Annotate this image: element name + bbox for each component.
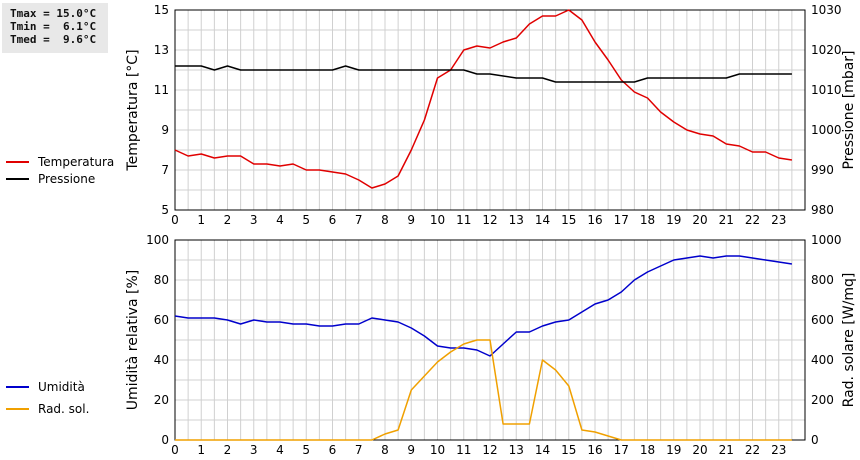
humidity-radiation-x-tick-label: 9 bbox=[407, 443, 415, 457]
humidity-radiation-y-left-tick-label: 60 bbox=[154, 313, 169, 327]
humidity-radiation-x-tick-label: 12 bbox=[482, 443, 497, 457]
humidity-radiation-x-tick-label: 8 bbox=[381, 443, 389, 457]
temperatura-legend-label: Temperatura bbox=[37, 155, 114, 169]
humidity-radiation-y-right-tick-label: 1000 bbox=[811, 233, 842, 247]
humidity-radiation-x-tick-label: 21 bbox=[719, 443, 734, 457]
humidity-radiation-x-tick-label: 1 bbox=[197, 443, 205, 457]
temp-pressure-x-tick-label: 18 bbox=[640, 213, 655, 227]
humidity-radiation-x-tick-label: 5 bbox=[302, 443, 310, 457]
humidity-radiation-x-tick-label: 13 bbox=[509, 443, 524, 457]
temp-pressure-y-left-tick-label: 13 bbox=[154, 43, 169, 57]
temp-pressure-x-tick-label: 9 bbox=[407, 213, 415, 227]
temp-pressure-x-tick-label: 11 bbox=[456, 213, 471, 227]
humidity-radiation-x-tick-label: 7 bbox=[355, 443, 363, 457]
rad-sol-series-line bbox=[175, 339, 792, 441]
humidity-radiation-y-right-tick-label: 0 bbox=[811, 433, 819, 447]
tmed-text: Tmed = 9.6°C bbox=[10, 33, 97, 46]
humidity-radiation-y-right-tick-label: 200 bbox=[811, 393, 834, 407]
temp-pressure-x-tick-label: 2 bbox=[224, 213, 232, 227]
temp-pressure-y-left-tick-label: 7 bbox=[161, 163, 169, 177]
temp-pressure-x-tick-label: 1 bbox=[197, 213, 205, 227]
temp-pressure-x-tick-label: 13 bbox=[509, 213, 524, 227]
humidity-radiation-x-tick-label: 3 bbox=[250, 443, 258, 457]
humidity-radiation-y-right-label: Rad. solare [W/mq] bbox=[841, 273, 857, 408]
temp-pressure-y-left-tick-label: 11 bbox=[154, 83, 169, 97]
temp-pressure-y-right-tick-label: 1020 bbox=[811, 43, 842, 57]
humidity-radiation-x-tick-label: 15 bbox=[561, 443, 576, 457]
pressione-legend-label: Pressione bbox=[38, 172, 95, 186]
humidity-radiation-y-right-tick-label: 600 bbox=[811, 313, 834, 327]
temp-pressure-x-tick-label: 23 bbox=[771, 213, 786, 227]
humidity-radiation-x-tick-label: 11 bbox=[456, 443, 471, 457]
rad-sol-legend-label: Rad. sol. bbox=[38, 402, 89, 416]
temp-pressure-y-left-tick-label: 9 bbox=[161, 123, 169, 137]
temperatura-series-line bbox=[174, 9, 793, 189]
temp-pressure-x-tick-label: 15 bbox=[561, 213, 576, 227]
temp-pressure-x-tick-label: 6 bbox=[329, 213, 337, 227]
temp-pressure-x-tick-label: 7 bbox=[355, 213, 363, 227]
humidity-radiation-x-tick-label: 20 bbox=[692, 443, 707, 457]
temp-pressure-y-right-tick-label: 990 bbox=[811, 163, 834, 177]
temp-pressure-x-tick-label: 19 bbox=[666, 213, 681, 227]
humidity-radiation-y-left-label: Umidità relativa [%] bbox=[125, 270, 141, 411]
temp-pressure-y-left-tick-label: 15 bbox=[154, 3, 169, 17]
umidit-legend-label: Umidità bbox=[38, 380, 85, 394]
humidity-radiation-x-tick-label: 23 bbox=[771, 443, 786, 457]
humidity-radiation-y-left-tick-label: 0 bbox=[161, 433, 169, 447]
humidity-radiation-x-tick-label: 17 bbox=[614, 443, 629, 457]
temp-pressure-x-tick-label: 22 bbox=[745, 213, 760, 227]
temp-pressure-x-tick-label: 17 bbox=[614, 213, 629, 227]
humidity-radiation-x-tick-label: 19 bbox=[666, 443, 681, 457]
temp-pressure-x-tick-label: 4 bbox=[276, 213, 284, 227]
humidity-radiation-x-tick-label: 22 bbox=[745, 443, 760, 457]
temp-pressure-x-tick-label: 20 bbox=[692, 213, 707, 227]
humidity-radiation-x-tick-label: 6 bbox=[329, 443, 337, 457]
temp-pressure-x-tick-label: 3 bbox=[250, 213, 258, 227]
humidity-radiation-x-tick-label: 16 bbox=[587, 443, 602, 457]
temp-pressure-y-right-tick-label: 1010 bbox=[811, 83, 842, 97]
temp-pressure-frame bbox=[174, 9, 806, 211]
humidity-radiation-x-tick-label: 0 bbox=[171, 443, 179, 457]
temp-pressure-x-tick-label: 14 bbox=[535, 213, 550, 227]
humidity-radiation-frame bbox=[174, 239, 806, 441]
temp-pressure-x-tick-label: 12 bbox=[482, 213, 497, 227]
humidity-radiation-x-tick-label: 14 bbox=[535, 443, 550, 457]
humidity-radiation-y-right-tick-label: 400 bbox=[811, 353, 834, 367]
humidity-radiation-y-left-tick-label: 100 bbox=[146, 233, 169, 247]
stats-box: Tmax = 15.0°C Tmin = 6.1°C Tmed = 9.6°C bbox=[2, 3, 108, 53]
temp-pressure-y-left-tick-label: 5 bbox=[161, 203, 169, 217]
temp-pressure-x-tick-label: 5 bbox=[302, 213, 310, 227]
humidity-radiation-y-left-tick-label: 40 bbox=[154, 353, 169, 367]
humidity-radiation-x-tick-label: 18 bbox=[640, 443, 655, 457]
temp-pressure-y-right-label: Pressione [mbar] bbox=[841, 50, 857, 169]
temp-pressure-y-right-tick-label: 1030 bbox=[811, 3, 842, 17]
temp-pressure-x-tick-label: 8 bbox=[381, 213, 389, 227]
tmax-text: Tmax = 15.0°C bbox=[10, 7, 97, 20]
pressione-series-line bbox=[175, 65, 792, 83]
temp-pressure-x-tick-label: 21 bbox=[719, 213, 734, 227]
humidity-radiation-y-left-tick-label: 80 bbox=[154, 273, 169, 287]
temp-pressure-x-tick-label: 16 bbox=[587, 213, 602, 227]
temp-pressure-y-right-tick-label: 1000 bbox=[811, 123, 842, 137]
temp-pressure-x-tick-label: 10 bbox=[430, 213, 445, 227]
humidity-radiation-y-left-tick-label: 20 bbox=[154, 393, 169, 407]
humidity-radiation-x-tick-label: 10 bbox=[430, 443, 445, 457]
temp-pressure-x-tick-label: 0 bbox=[171, 213, 179, 227]
humidity-radiation-x-tick-label: 4 bbox=[276, 443, 284, 457]
temp-pressure-y-left-label: Temperatura [°C] bbox=[125, 49, 141, 171]
temp-pressure-y-right-tick-label: 980 bbox=[811, 203, 834, 217]
tmin-text: Tmin = 6.1°C bbox=[10, 20, 97, 33]
humidity-radiation-y-right-tick-label: 800 bbox=[811, 273, 834, 287]
humidity-radiation-x-tick-label: 2 bbox=[224, 443, 232, 457]
umidit-series-line bbox=[174, 255, 793, 357]
